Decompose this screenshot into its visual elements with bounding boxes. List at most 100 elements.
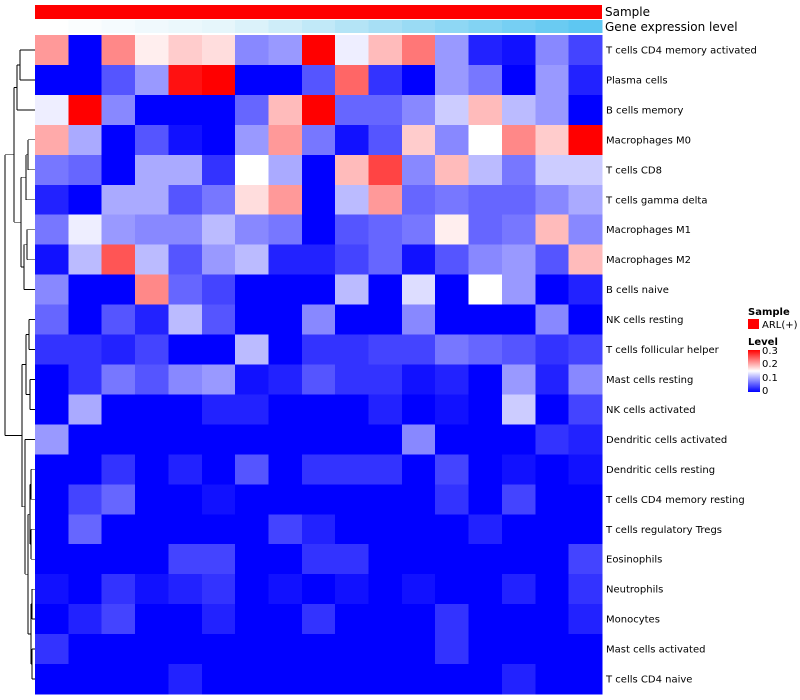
heatmap-cell (68, 64, 103, 96)
sample-annotation-track (35, 5, 602, 19)
heatmap-cell (168, 544, 203, 575)
heatmap-cell (535, 454, 570, 485)
heatmap-cell (135, 514, 169, 545)
heatmap-cell (401, 304, 436, 336)
heatmap-cell (135, 154, 169, 186)
heatmap-cell (401, 604, 436, 635)
heatmap-cell (35, 94, 69, 126)
heatmap-cell (468, 304, 503, 336)
heatmap-cell (435, 35, 470, 66)
heatmap-cell (468, 634, 503, 665)
level-tick-0.1: 0.1 (762, 373, 778, 384)
heatmap-cell (135, 664, 169, 695)
heatmap-cell (35, 304, 69, 336)
heatmap-cell (268, 574, 303, 605)
gene-expression-annotation-cell (368, 20, 403, 33)
heatmap-cell (368, 424, 403, 455)
heatmap-cell (235, 484, 269, 515)
heatmap-cell (468, 274, 503, 306)
heatmap-cell (568, 634, 603, 665)
heatmap-cell (401, 364, 436, 395)
heatmap-cell (568, 664, 603, 695)
heatmap-cell (101, 214, 136, 246)
heatmap-cell (135, 35, 169, 66)
heatmap-cell (35, 634, 69, 665)
heatmap-cell (568, 394, 603, 425)
heatmap-cell (168, 304, 203, 336)
heatmap-cell (435, 394, 470, 425)
heatmap-cell (235, 394, 269, 425)
row-label: T cells regulatory Tregs (605, 525, 722, 536)
heatmap-cell (268, 94, 303, 126)
heatmap-cell (535, 35, 570, 66)
heatmap-cell (501, 334, 536, 365)
heatmap-cells (35, 35, 603, 695)
heatmap-cell (201, 604, 236, 635)
heatmap-cell (435, 634, 470, 665)
heatmap-cell (368, 334, 403, 365)
heatmap-cell (468, 244, 503, 276)
heatmap-cell (301, 35, 336, 66)
heatmap-cell (435, 124, 470, 156)
heatmap-cell (101, 544, 136, 575)
heatmap-cell (535, 274, 570, 306)
level-tick-0: 0 (762, 386, 768, 397)
heatmap-cell (235, 64, 269, 96)
heatmap-cell (368, 514, 403, 545)
heatmap-cell (35, 544, 69, 575)
heatmap-cell (135, 184, 169, 216)
heatmap-cell (201, 574, 236, 605)
heatmap-cell (135, 244, 169, 276)
heatmap-cell (268, 514, 303, 545)
heatmap-cell (501, 394, 536, 425)
heatmap-cell (301, 154, 336, 186)
heatmap-cell (535, 544, 570, 575)
heatmap-cell (335, 634, 370, 665)
heatmap-cell (468, 604, 503, 635)
heatmap-cell (435, 484, 470, 515)
heatmap-cell (401, 64, 436, 96)
heatmap-cell (401, 664, 436, 695)
heatmap-cell (401, 424, 436, 455)
heatmap-cell (35, 394, 69, 425)
row-label: Monocytes (606, 615, 660, 626)
heatmap-cell (368, 64, 403, 96)
heatmap-cell (368, 544, 403, 575)
heatmap-cell (235, 35, 269, 66)
heatmap-cell (68, 184, 103, 216)
heatmap-cell (168, 184, 203, 216)
heatmap-cell (401, 394, 436, 425)
heatmap-cell (268, 124, 303, 156)
heatmap-cell (301, 634, 336, 665)
heatmap-cell (68, 514, 103, 545)
heatmap-cell (535, 64, 570, 96)
heatmap-cell (568, 214, 603, 246)
heatmap-cell (135, 64, 169, 96)
heatmap-cell (401, 94, 436, 126)
heatmap-cell (201, 484, 236, 515)
heatmap-cell (535, 184, 570, 216)
heatmap-cell (568, 424, 603, 455)
row-label: Eosinophils (606, 555, 662, 566)
heatmap-cell (101, 64, 136, 96)
heatmap-cell (535, 484, 570, 515)
heatmap-cell (168, 424, 203, 455)
heatmap-cell (368, 304, 403, 336)
heatmap-cell (335, 304, 370, 336)
heatmap-cell (501, 154, 536, 186)
heatmap-cell (501, 35, 536, 66)
heatmap-cell (535, 364, 570, 395)
heatmap-cell (201, 35, 236, 66)
heatmap-cell (501, 304, 536, 336)
heatmap-cell (301, 364, 336, 395)
gene-expression-annotation-cell (168, 20, 203, 33)
heatmap-cell (501, 184, 536, 216)
row-label: T cells CD4 memory resting (605, 495, 745, 506)
heatmap-cell (301, 454, 336, 485)
heatmap-cell (301, 604, 336, 635)
row-label: Macrophages M0 (606, 135, 691, 146)
row-label: Macrophages M1 (606, 225, 691, 236)
heatmap-cell (435, 184, 470, 216)
heatmap-cell (401, 484, 436, 515)
heatmap-cell (168, 124, 203, 156)
